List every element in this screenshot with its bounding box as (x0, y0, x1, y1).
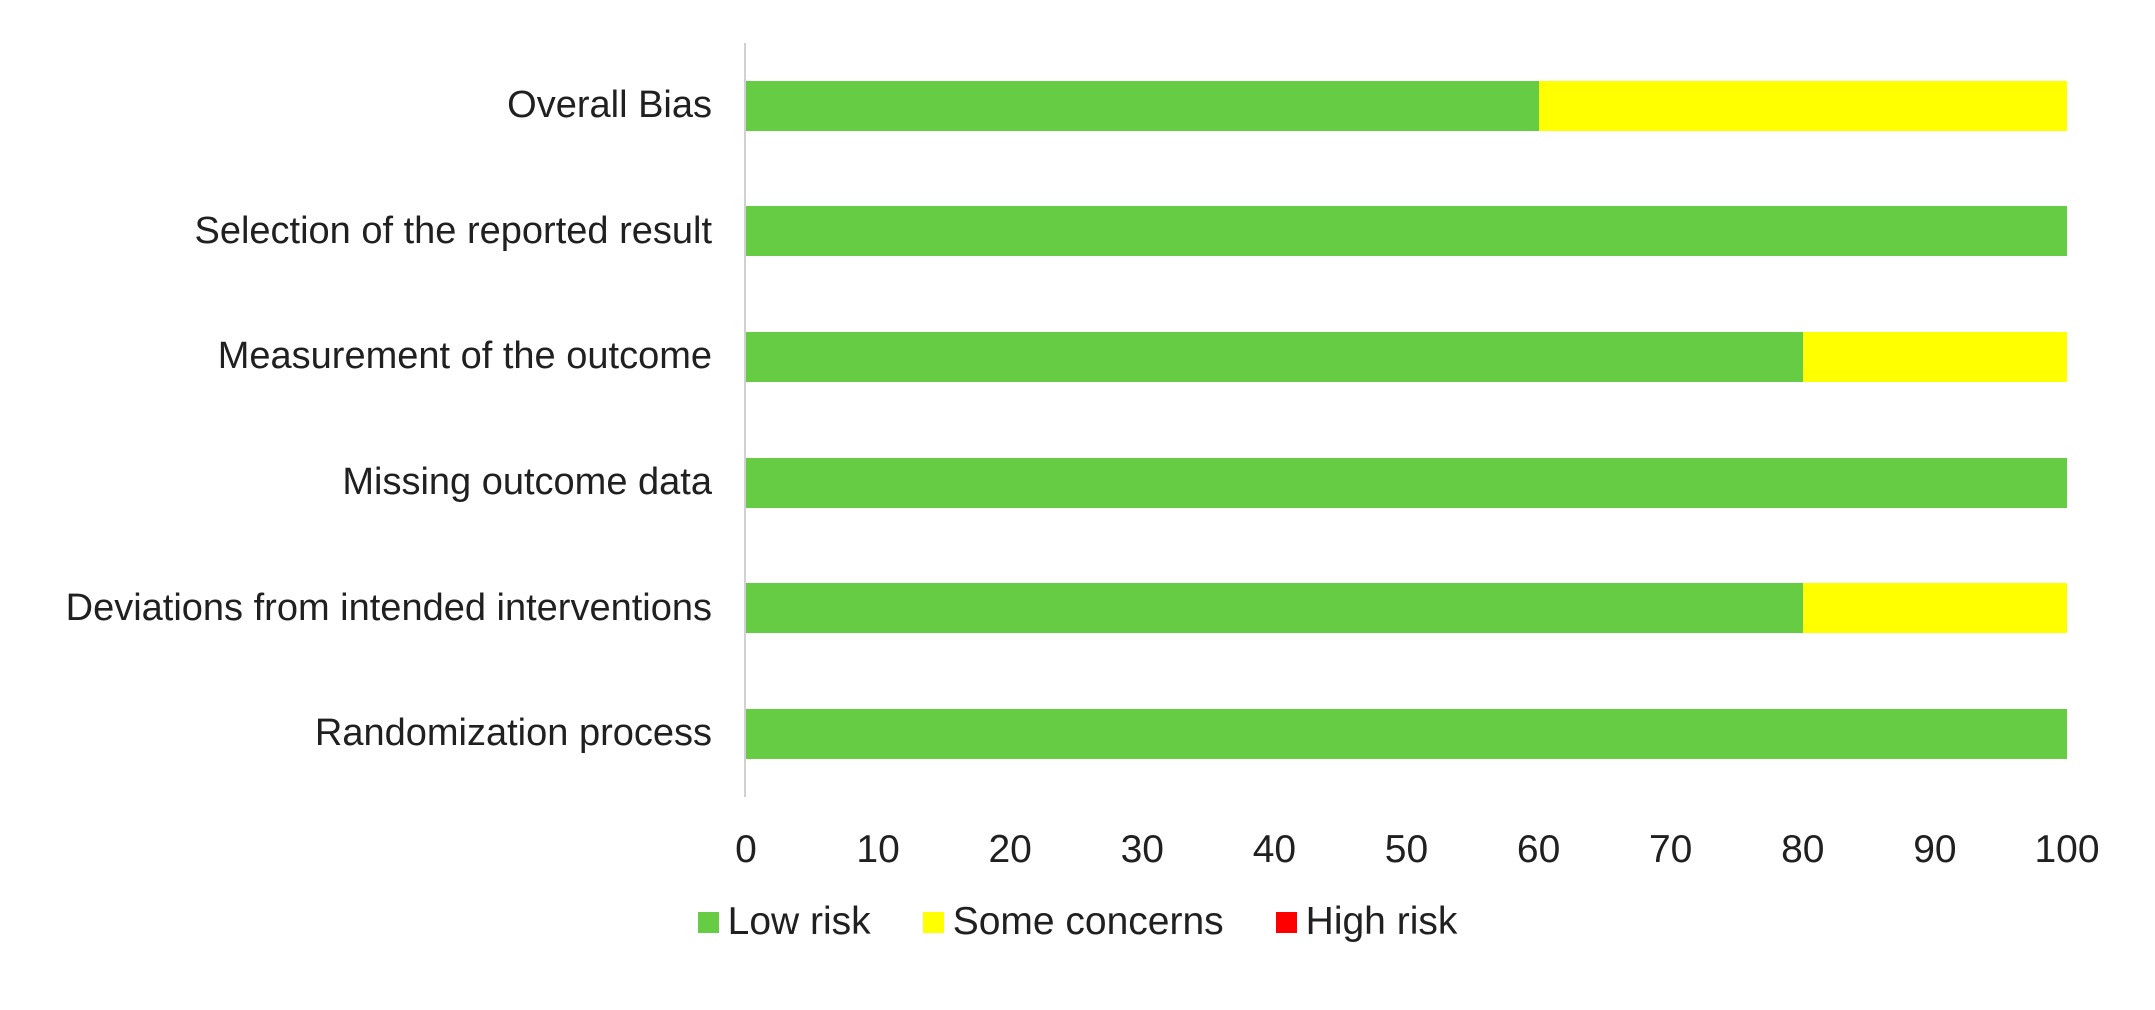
category-label: Overall Bias (507, 83, 712, 126)
chart-row: Missing outcome data (0, 457, 2067, 508)
x-tick-label: 40 (1252, 828, 1297, 871)
bar-stack (746, 80, 2067, 131)
bar-rows: Overall Bias Selection of the reported re… (0, 43, 2067, 797)
x-tick-label: 80 (1781, 828, 1825, 871)
legend: Low risk Some concerns High risk (0, 900, 2155, 944)
chart-row: Randomization process (0, 709, 2067, 760)
category-label: Measurement of the outcome (217, 335, 712, 378)
x-tick-label: 30 (1120, 828, 1164, 871)
category-label: Selection of the reported result (194, 209, 712, 252)
bar-segment-low-risk (746, 709, 2067, 760)
legend-item-low-risk: Low risk (697, 900, 871, 944)
chart-row: Deviations from intended interventions (0, 583, 2067, 634)
legend-item-some-concerns: Some concerns (922, 900, 1224, 944)
legend-label: Low risk (727, 900, 871, 943)
legend-label: High risk (1305, 900, 1458, 943)
bar-segment-some-concerns (1802, 583, 2067, 634)
bar-stack (746, 206, 2067, 257)
bar-stack (746, 457, 2067, 508)
legend-swatch-some-concerns (922, 911, 944, 933)
chart-row: Overall Bias (0, 80, 2067, 131)
legend-swatch-high-risk (1275, 911, 1297, 933)
category-label: Missing outcome data (342, 460, 712, 503)
x-axis: 0 10 20 30 40 50 60 70 80 90 100 (735, 827, 2099, 873)
bar-segment-low-risk (746, 457, 2067, 508)
x-tick-label: 20 (988, 828, 1032, 871)
x-tick-label: 10 (856, 828, 900, 871)
x-tick-label: 100 (2034, 828, 2100, 871)
legend-label: Some concerns (952, 900, 1224, 943)
category-label: Deviations from intended interventions (65, 586, 712, 629)
chart-row: Selection of the reported result (0, 206, 2067, 257)
x-tick-label: 60 (1516, 828, 1561, 871)
legend-swatch-low-risk (697, 911, 719, 933)
bar-segment-low-risk (746, 583, 1803, 634)
bar-segment-some-concerns (1538, 80, 2067, 131)
x-tick-label: 50 (1384, 828, 1429, 871)
x-tick-label: 70 (1648, 828, 1693, 871)
legend-item-high-risk: High risk (1275, 900, 1458, 944)
x-tick-label: 0 (735, 828, 757, 871)
bar-segment-low-risk (746, 80, 1539, 131)
bar-stack (746, 709, 2067, 760)
category-label: Randomization process (314, 712, 712, 755)
chart-row: Measurement of the outcome (0, 332, 2067, 383)
x-tick-label: 90 (1913, 828, 1957, 871)
bar-segment-low-risk (746, 332, 1803, 383)
bar-stack (746, 332, 2067, 383)
bar-stack (746, 583, 2067, 634)
bar-segment-some-concerns (1802, 332, 2067, 383)
y-axis-line (744, 43, 746, 797)
bar-segment-low-risk (746, 206, 2067, 257)
